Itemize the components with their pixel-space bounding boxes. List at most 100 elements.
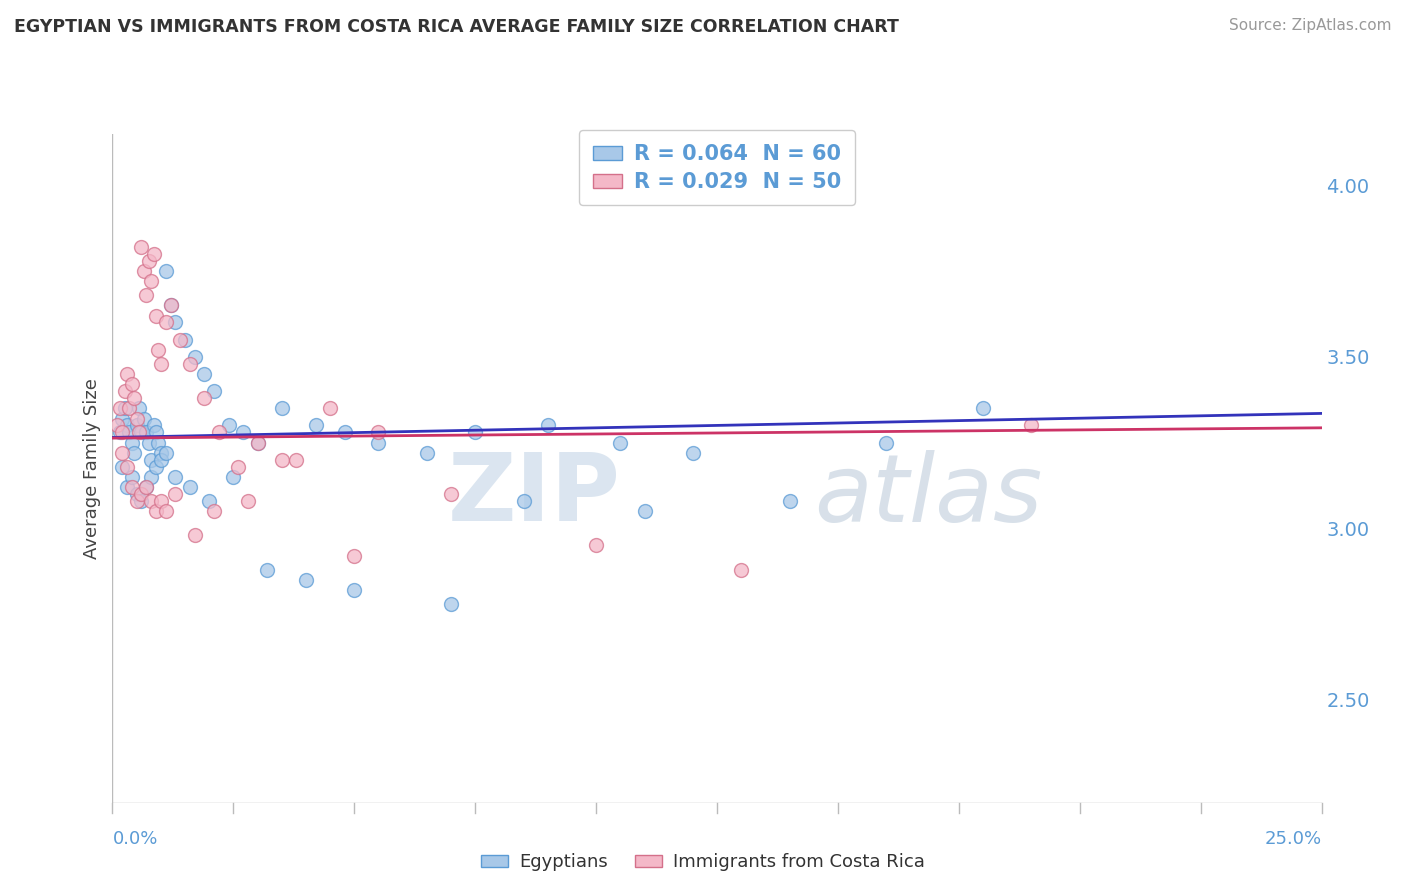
Point [304, 418, 326, 433]
Point [132, 411, 155, 425]
Point [148, 343, 170, 357]
Point [115, 367, 138, 381]
Point [121, 435, 143, 450]
Legend: Egyptians, Immigrants from Costa Rica: Egyptians, Immigrants from Costa Rica [474, 847, 932, 879]
Point [114, 384, 136, 398]
Point [121, 377, 143, 392]
Text: ZIP: ZIP [447, 449, 620, 541]
Point [132, 264, 155, 278]
Text: EGYPTIAN VS IMMIGRANTS FROM COSTA RICA AVERAGE FAMILY SIZE CORRELATION CHART: EGYPTIAN VS IMMIGRANTS FROM COSTA RICA A… [14, 18, 898, 36]
Text: 25.0%: 25.0% [1264, 830, 1322, 847]
Point [148, 435, 170, 450]
Point [295, 573, 318, 587]
Point [118, 425, 141, 440]
Point [165, 487, 187, 501]
Point [367, 425, 389, 440]
Point [131, 240, 153, 254]
Point [246, 435, 269, 450]
Point [779, 494, 801, 508]
Point [174, 333, 197, 347]
Point [142, 247, 165, 261]
Point [145, 504, 167, 518]
Point [159, 298, 181, 312]
Point [155, 446, 177, 460]
Point [105, 418, 128, 433]
Point [111, 411, 134, 425]
Point [125, 418, 148, 433]
Point [135, 288, 157, 302]
Point [141, 470, 163, 484]
Point [122, 391, 145, 405]
Point [226, 459, 249, 474]
Point [222, 470, 245, 484]
Point [193, 367, 215, 381]
Point [149, 446, 172, 460]
Point [193, 391, 215, 405]
Point [179, 480, 201, 494]
Point [218, 418, 240, 433]
Point [111, 459, 134, 474]
Text: Source: ZipAtlas.com: Source: ZipAtlas.com [1229, 18, 1392, 33]
Point [155, 316, 177, 330]
Point [972, 401, 994, 416]
Point [131, 425, 153, 440]
Point [111, 425, 134, 440]
Point [440, 597, 463, 611]
Point [208, 425, 231, 440]
Point [155, 264, 177, 278]
Point [114, 401, 136, 416]
Point [285, 452, 308, 467]
Point [270, 452, 292, 467]
Point [246, 435, 269, 450]
Text: atlas: atlas [814, 450, 1042, 541]
Point [121, 480, 143, 494]
Point [730, 562, 752, 576]
Point [333, 425, 356, 440]
Point [633, 504, 655, 518]
Point [343, 583, 366, 598]
Point [108, 401, 131, 416]
Point [138, 435, 160, 450]
Point [131, 487, 153, 501]
Point [149, 452, 172, 467]
Point [270, 401, 292, 416]
Legend: R = 0.064  N = 60, R = 0.029  N = 50: R = 0.064 N = 60, R = 0.029 N = 50 [579, 130, 855, 205]
Point [159, 298, 181, 312]
Point [122, 446, 145, 460]
Point [145, 309, 167, 323]
Point [135, 425, 157, 440]
Point [256, 562, 278, 576]
Point [512, 494, 534, 508]
Point [138, 253, 160, 268]
Point [142, 418, 165, 433]
Point [343, 549, 366, 563]
Point [141, 274, 163, 288]
Point [145, 425, 167, 440]
Point [367, 435, 389, 450]
Point [1021, 418, 1043, 433]
Point [169, 333, 191, 347]
Point [135, 480, 157, 494]
Point [165, 470, 187, 484]
Point [141, 494, 163, 508]
Point [875, 435, 897, 450]
Point [111, 446, 134, 460]
Point [128, 425, 150, 440]
Point [121, 470, 143, 484]
Point [416, 446, 439, 460]
Point [202, 384, 225, 398]
Point [202, 504, 225, 518]
Point [115, 480, 138, 494]
Point [682, 446, 704, 460]
Point [464, 425, 486, 440]
Text: 0.0%: 0.0% [112, 830, 157, 847]
Point [149, 494, 172, 508]
Point [149, 357, 172, 371]
Point [537, 418, 560, 433]
Point [125, 411, 148, 425]
Point [179, 357, 201, 371]
Point [125, 487, 148, 501]
Point [319, 401, 342, 416]
Point [108, 425, 131, 440]
Point [115, 418, 138, 433]
